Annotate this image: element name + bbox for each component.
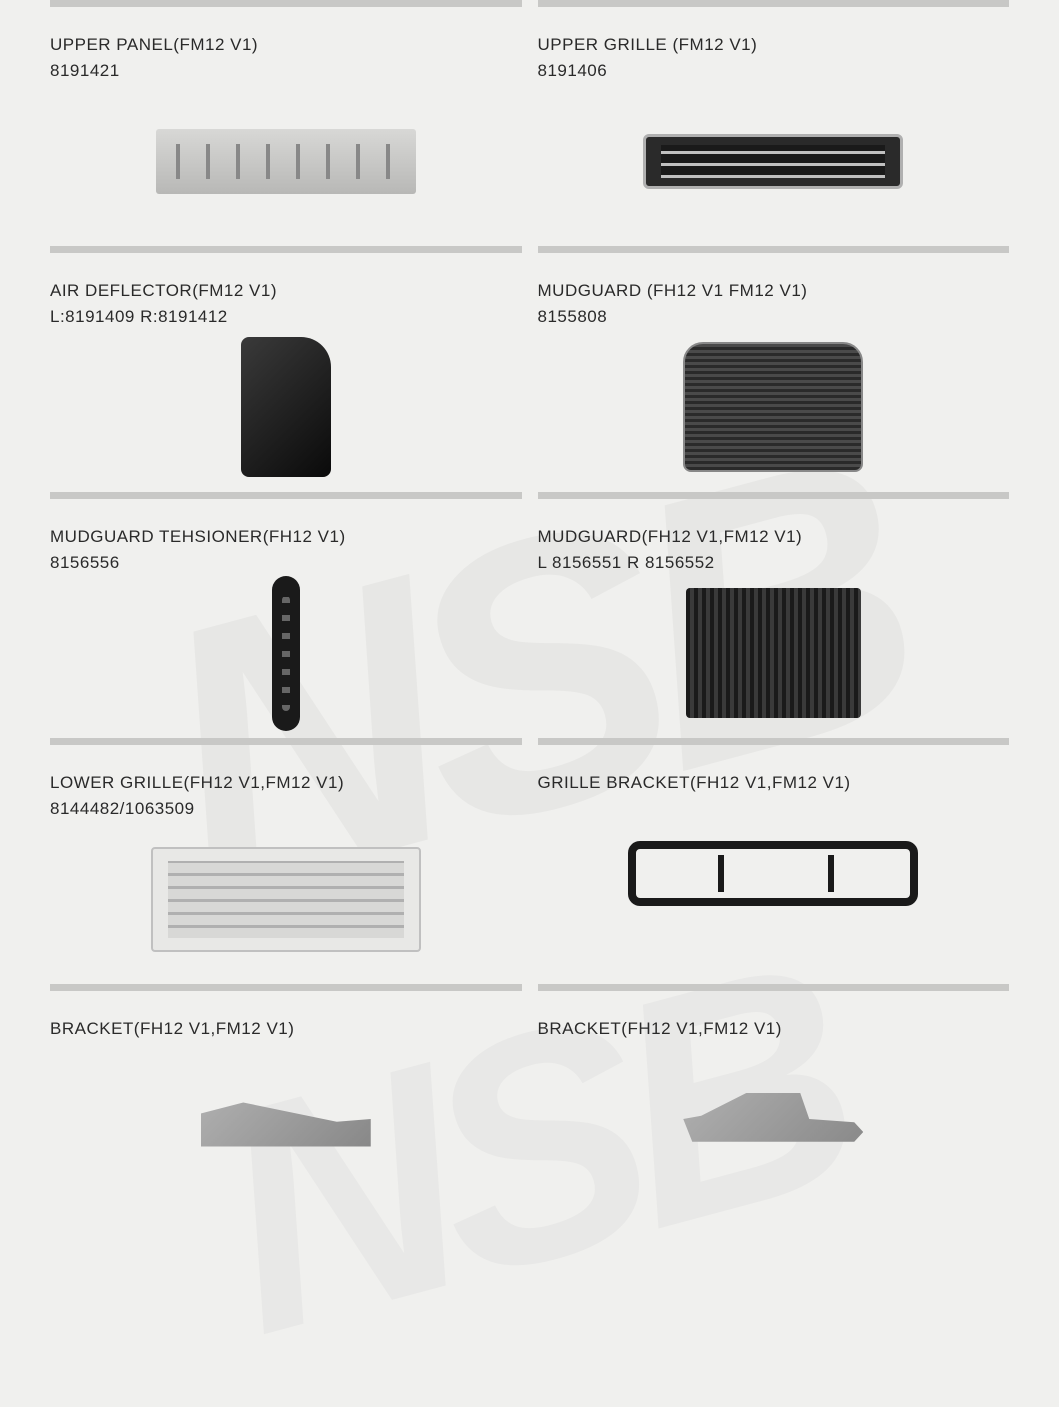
lower-grille-image	[151, 847, 421, 952]
product-catalog: UPPER PANEL(FM12 V1) 8191421 UPPER GRILL…	[0, 0, 1059, 1199]
product-cell: LOWER GRILLE(FH12 V1,FM12 V1) 8144482/10…	[50, 773, 522, 964]
divider	[50, 984, 522, 991]
tensioner-image	[272, 576, 300, 731]
product-image	[538, 96, 1010, 226]
divider	[538, 0, 1010, 7]
product-title: LOWER GRILLE(FH12 V1,FM12 V1)	[50, 773, 522, 793]
grille-bracket-image	[628, 841, 918, 906]
product-code: 8144482/1063509	[50, 799, 522, 819]
product-code: 8155808	[538, 307, 1010, 327]
product-code: 8156556	[50, 553, 522, 573]
product-row: UPPER PANEL(FM12 V1) 8191421 UPPER GRILL…	[50, 35, 1009, 226]
product-cell: MUDGUARD TEHSIONER(FH12 V1) 8156556	[50, 527, 522, 718]
divider	[538, 984, 1010, 991]
product-cell: UPPER GRILLE (FM12 V1) 8191406	[538, 35, 1010, 226]
upper-grille-image	[643, 134, 903, 189]
product-title: MUDGUARD(FH12 V1,FM12 V1)	[538, 527, 1010, 547]
product-cell: BRACKET(FH12 V1,FM12 V1)	[538, 1019, 1010, 1199]
product-code: L 8156551 R 8156552	[538, 553, 1010, 573]
product-image	[50, 96, 522, 226]
product-image	[50, 1054, 522, 1184]
product-cell: MUDGUARD(FH12 V1,FM12 V1) L 8156551 R 81…	[538, 527, 1010, 718]
divider	[538, 246, 1010, 253]
product-image	[538, 342, 1010, 472]
divider	[538, 492, 1010, 499]
mudguard-image	[683, 342, 863, 472]
product-cell: BRACKET(FH12 V1,FM12 V1)	[50, 1019, 522, 1199]
divider	[50, 738, 522, 745]
product-title: GRILLE BRACKET(FH12 V1,FM12 V1)	[538, 773, 1010, 793]
divider	[538, 738, 1010, 745]
product-image	[538, 808, 1010, 938]
product-cell: MUDGUARD (FH12 V1 FM12 V1) 8155808	[538, 281, 1010, 472]
product-title: MUDGUARD (FH12 V1 FM12 V1)	[538, 281, 1010, 301]
divider	[50, 0, 522, 7]
bracket-l-image	[201, 1092, 371, 1147]
product-image	[50, 342, 522, 472]
divider	[50, 246, 522, 253]
product-title: MUDGUARD TEHSIONER(FH12 V1)	[50, 527, 522, 547]
divider-row	[50, 492, 1009, 499]
product-title: BRACKET(FH12 V1,FM12 V1)	[50, 1019, 522, 1039]
product-title: BRACKET(FH12 V1,FM12 V1)	[538, 1019, 1010, 1039]
product-code: L:8191409 R:8191412	[50, 307, 522, 327]
product-image	[50, 834, 522, 964]
product-cell: AIR DEFLECTOR(FM12 V1) L:8191409 R:81914…	[50, 281, 522, 472]
product-image	[50, 588, 522, 718]
bracket-r-image	[683, 1087, 863, 1152]
air-deflector-image	[241, 337, 331, 477]
product-image	[538, 1054, 1010, 1184]
product-row: MUDGUARD TEHSIONER(FH12 V1) 8156556 MUDG…	[50, 527, 1009, 718]
mudguard2-image	[686, 588, 861, 718]
divider	[50, 492, 522, 499]
product-cell: UPPER PANEL(FM12 V1) 8191421	[50, 35, 522, 226]
divider-row	[50, 984, 1009, 991]
divider-row	[50, 246, 1009, 253]
product-row: LOWER GRILLE(FH12 V1,FM12 V1) 8144482/10…	[50, 773, 1009, 964]
upper-panel-image	[156, 129, 416, 194]
product-cell: GRILLE BRACKET(FH12 V1,FM12 V1)	[538, 773, 1010, 964]
product-code: 8191406	[538, 61, 1010, 81]
divider-row	[50, 738, 1009, 745]
divider-row	[50, 0, 1009, 7]
product-code: 8191421	[50, 61, 522, 81]
product-image	[538, 588, 1010, 718]
product-title: UPPER GRILLE (FM12 V1)	[538, 35, 1010, 55]
product-title: UPPER PANEL(FM12 V1)	[50, 35, 522, 55]
product-row: AIR DEFLECTOR(FM12 V1) L:8191409 R:81914…	[50, 281, 1009, 472]
product-title: AIR DEFLECTOR(FM12 V1)	[50, 281, 522, 301]
product-row: BRACKET(FH12 V1,FM12 V1) BRACKET(FH12 V1…	[50, 1019, 1009, 1199]
